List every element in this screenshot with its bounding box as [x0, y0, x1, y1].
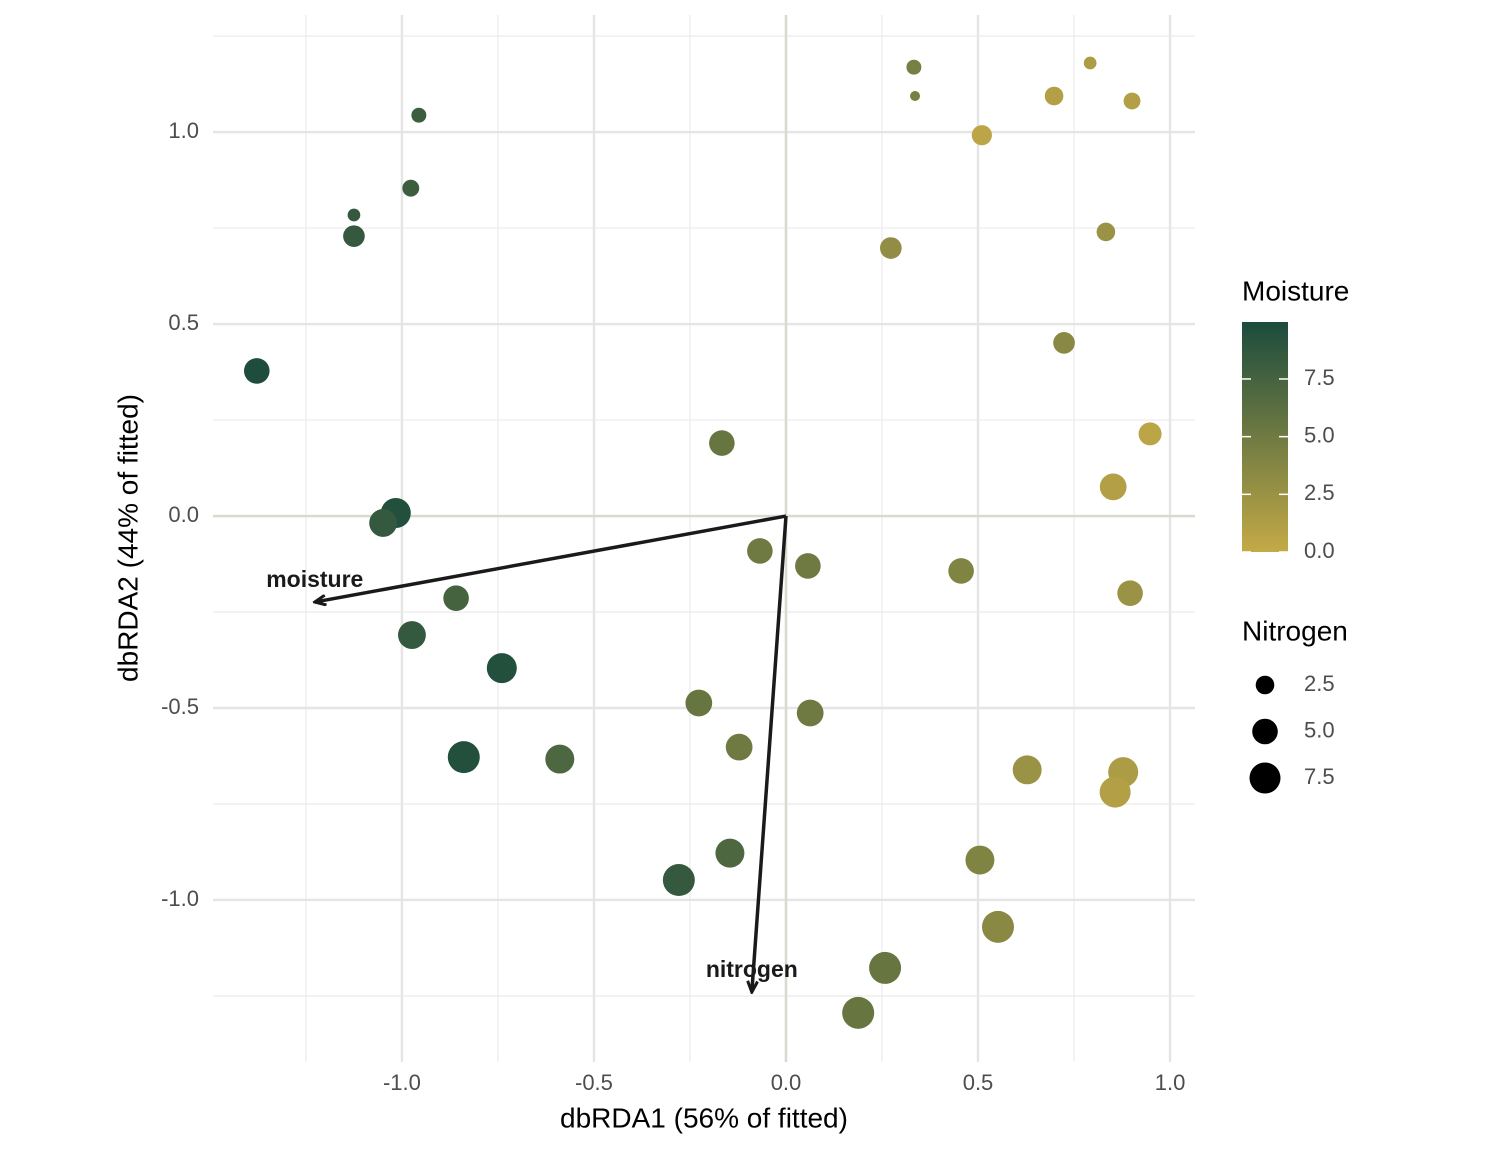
y-tick-label: 0.5 — [168, 310, 199, 335]
point — [869, 951, 902, 984]
point — [906, 59, 922, 75]
point — [447, 741, 480, 774]
size-legend-label: 7.5 — [1304, 764, 1335, 789]
color-legend-title: Moisture — [1242, 275, 1349, 306]
color-legend-label: 2.5 — [1304, 480, 1335, 505]
x-tick-label: 1.0 — [1155, 1070, 1186, 1095]
size-legend-title: Nitrogen — [1242, 615, 1348, 646]
point — [725, 733, 753, 761]
point — [1099, 776, 1131, 808]
point — [910, 91, 921, 102]
point — [965, 845, 995, 875]
size-legend-key — [1249, 762, 1281, 794]
point — [1117, 580, 1143, 607]
size-legend-label: 5.0 — [1304, 717, 1335, 742]
y-tick-label: 0.0 — [168, 502, 199, 527]
x-tick-label: 0.0 — [771, 1070, 802, 1095]
point — [397, 621, 426, 650]
size-legend-key — [1255, 675, 1275, 695]
point — [411, 107, 427, 123]
point — [1053, 332, 1075, 354]
y-tick-label: -1.0 — [161, 886, 199, 911]
point — [443, 585, 469, 611]
point — [1096, 222, 1116, 242]
x-tick-label: 0.5 — [963, 1070, 994, 1095]
point — [747, 538, 773, 564]
color-legend-label: 5.0 — [1304, 422, 1335, 447]
y-tick-label: 1.0 — [168, 118, 199, 143]
point — [685, 689, 713, 717]
point — [948, 558, 974, 584]
point — [1123, 92, 1141, 110]
point — [796, 699, 824, 727]
point — [486, 653, 517, 684]
point — [545, 744, 575, 774]
color-legend-label: 0.0 — [1304, 538, 1335, 563]
biplot-arrow — [752, 515, 788, 992]
point — [971, 125, 992, 146]
y-axis-title: dbRDA2 (44% of fitted) — [112, 394, 143, 682]
y-tick-label: -0.5 — [161, 694, 199, 719]
x-tick-label: -1.0 — [383, 1070, 421, 1095]
point — [1044, 86, 1064, 106]
x-axis-title: dbRDA1 (56% of fitted) — [560, 1102, 848, 1133]
point — [715, 838, 745, 868]
point — [709, 430, 735, 456]
point — [347, 208, 361, 222]
point — [369, 509, 398, 537]
point — [795, 553, 821, 579]
point — [1138, 422, 1162, 446]
point — [981, 910, 1014, 943]
point — [1099, 473, 1127, 501]
arrow-label: moisture — [266, 566, 363, 592]
point — [880, 237, 902, 259]
point — [842, 996, 875, 1029]
point — [402, 179, 420, 197]
size-legend-key — [1252, 718, 1278, 745]
color-legend-label: 7.5 — [1304, 365, 1335, 390]
point — [343, 225, 365, 247]
point — [662, 864, 695, 897]
arrow-label: nitrogen — [706, 956, 798, 982]
size-legend-label: 2.5 — [1304, 671, 1335, 696]
biplot-arrow — [315, 514, 787, 602]
x-tick-label: -0.5 — [575, 1070, 613, 1095]
point — [1012, 755, 1042, 785]
point — [1083, 56, 1097, 70]
point — [243, 358, 270, 384]
